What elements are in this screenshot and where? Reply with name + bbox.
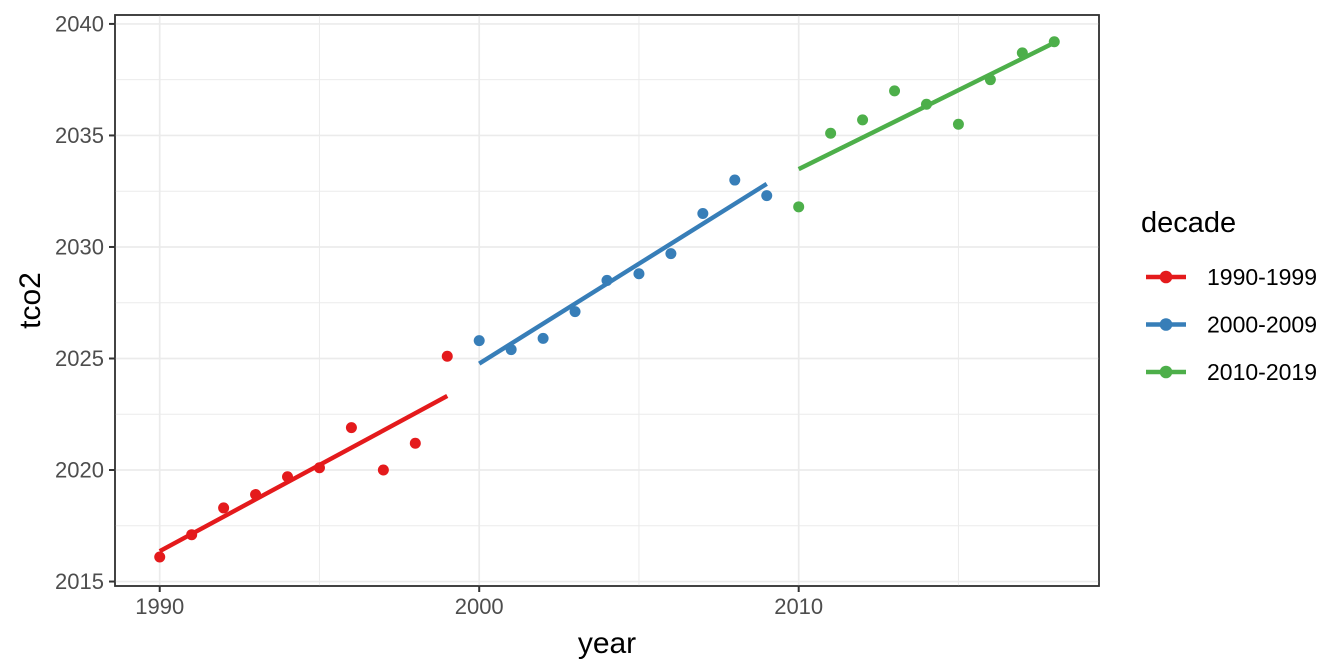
y-tick-label: 2015: [55, 569, 104, 594]
y-tick-label: 2025: [55, 346, 104, 371]
data-point: [441, 350, 453, 362]
data-point: [345, 422, 357, 434]
legend-title: decade: [1141, 207, 1236, 239]
major-gridlines: [115, 15, 1099, 586]
legend-item: 2000-2009: [1146, 312, 1317, 338]
x-axis: 1990 2000 2010: [135, 586, 823, 619]
data-point: [889, 85, 901, 97]
data-point: [761, 190, 773, 202]
y-tick-label: 2030: [55, 234, 104, 259]
legend: decade 1990-1999 2000-2009 2010-2019: [1141, 207, 1317, 385]
data-point: [697, 208, 709, 220]
legend-key-point: [1159, 318, 1173, 331]
data-point: [729, 174, 741, 186]
x-tick-label: 1990: [135, 594, 184, 619]
legend-item: 1990-1999: [1146, 264, 1317, 290]
data-point: [793, 201, 805, 213]
trend-line: [158, 394, 449, 554]
x-tick-label: 2010: [774, 594, 823, 619]
legend-key-point: [1159, 365, 1173, 379]
data-point: [825, 127, 837, 139]
data-point: [952, 118, 964, 130]
y-axis: 2015 2020 2025 2030 2035 2040: [55, 11, 115, 594]
data-point: [665, 248, 677, 260]
data-point: [569, 306, 581, 318]
data-point: [473, 335, 485, 347]
trend-lines-layer: [158, 40, 1056, 554]
trend-line: [797, 40, 1056, 172]
legend-item-label: 2000-2009: [1207, 312, 1317, 338]
x-tick-label: 2000: [455, 594, 504, 619]
legend-items: 1990-1999 2000-2009 2010-2019: [1146, 264, 1317, 385]
y-axis-title: tco2: [14, 272, 47, 329]
data-point: [409, 437, 421, 449]
legend-item: 2010-2019: [1146, 359, 1317, 385]
y-tick-label: 2035: [55, 123, 104, 148]
y-tick-label: 2020: [55, 458, 104, 483]
data-point: [537, 332, 549, 344]
data-point: [633, 268, 645, 280]
data-point: [857, 114, 869, 126]
trend-line: [478, 181, 768, 366]
data-point: [377, 464, 389, 476]
panel-border: [114, 14, 1100, 587]
legend-item-label: 1990-1999: [1207, 264, 1317, 290]
x-axis-title: year: [578, 627, 636, 660]
data-points-layer: [154, 36, 1060, 563]
minor-gridlines: [115, 15, 1099, 586]
legend-key-point: [1159, 270, 1173, 284]
y-tick-label: 2040: [55, 11, 104, 36]
data-point: [154, 551, 166, 563]
plot-panel: [114, 14, 1100, 587]
data-point: [218, 502, 230, 514]
legend-item-label: 2010-2019: [1207, 359, 1317, 385]
